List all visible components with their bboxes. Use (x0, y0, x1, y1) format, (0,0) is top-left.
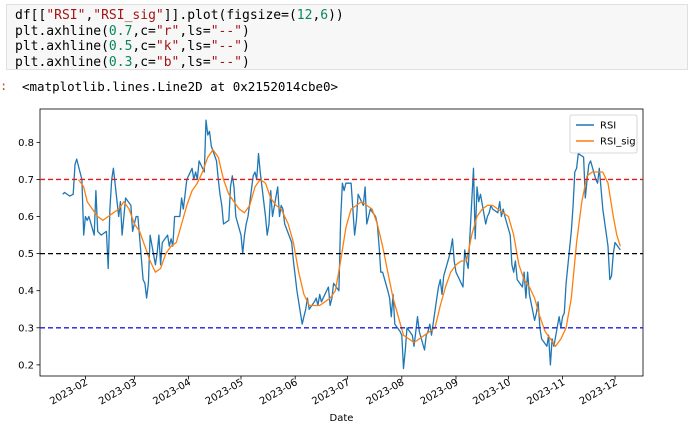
plot-frame (39, 108, 644, 377)
x-tick-label: 2023-06 (258, 377, 300, 407)
code-token: "--" (210, 39, 242, 54)
x-tick-label: 2023-04 (151, 377, 193, 407)
legend-label: RSI (600, 121, 616, 132)
output-text: <matplotlib.lines.Line2D at 0x2152014cbe… (22, 79, 339, 94)
code-token: ]].plot(figsize=( (163, 8, 297, 23)
y-tick-label: 0.3 (18, 323, 34, 334)
code-token: ,ls= (179, 23, 211, 39)
code-token: "--" (210, 23, 242, 39)
series-line-rsi-sig (77, 149, 621, 347)
x-tick-label: 2023-02 (48, 377, 90, 407)
code-token: ,c= (132, 54, 156, 70)
x-tick-label: 2023-03 (97, 377, 139, 407)
code-line: plt.axhline(0.3,c="b",ls="--") (15, 55, 250, 70)
series-line-rsi (62, 119, 621, 370)
x-tick-label: 2023-05 (204, 377, 246, 407)
y-tick-label: 0.6 (18, 212, 34, 223)
x-tick-label: 2023-09 (419, 377, 461, 407)
code-token: plt.axhline( (15, 54, 109, 70)
code-token: "b" (155, 54, 180, 70)
code-line: plt.axhline(0.7,c="r",ls="--") (15, 24, 250, 39)
code-token: "r" (155, 23, 180, 39)
code-token: df[[ (15, 8, 47, 23)
x-tick-label: 2023-08 (365, 377, 407, 407)
code-token: ,ls= (179, 54, 211, 70)
code-token: ) (242, 23, 250, 39)
x-tick-label: 2023-10 (471, 377, 513, 407)
y-tick-label: 0.4 (18, 286, 34, 297)
x-axis-label: Date (330, 413, 354, 424)
code-token: 0.7 (108, 23, 133, 39)
code-token: ) (242, 54, 250, 70)
y-tick-label: 0.2 (18, 360, 34, 371)
output-prompt-marker: : (0, 79, 8, 93)
x-tick-label: 2023-12 (578, 377, 620, 407)
legend-label: RSI_sig (600, 137, 636, 148)
y-tick-label: 0.8 (18, 138, 34, 149)
x-tick-label: 2023-07 (310, 377, 352, 407)
code-cell[interactable]: df[["RSI","RSI_sig"]].plot(figsize=(12,6… (6, 4, 688, 70)
code-token: plt.axhline( (15, 39, 109, 54)
code-token: ,c= (132, 23, 156, 39)
code-token: ) (242, 39, 250, 54)
x-tick-label: 2023-11 (525, 377, 567, 407)
code-line: plt.axhline(0.5,c="k",ls="--") (15, 39, 250, 54)
code-token: "RSI" (46, 8, 86, 23)
y-tick-label: 0.7 (18, 175, 34, 186)
code-editor[interactable]: df[["RSI","RSI_sig"]].plot(figsize=(12,6… (15, 8, 344, 70)
y-tick-label: 0.5 (18, 249, 34, 260)
code-token: "RSI_sig" (93, 8, 164, 23)
code-token: )) (328, 8, 344, 23)
code-line: df[["RSI","RSI_sig"]].plot(figsize=(12,6… (15, 8, 344, 23)
code-token: ,c= (132, 39, 156, 54)
code-token: , (312, 8, 321, 23)
code-token: 0.5 (108, 39, 133, 54)
code-token: ,ls= (179, 39, 211, 54)
code-token: 12 (296, 8, 313, 23)
code-token: , (85, 8, 94, 23)
code-token: 0.3 (108, 54, 133, 70)
code-token: "--" (210, 54, 242, 70)
code-token: plt.axhline( (15, 23, 109, 39)
code-token: "k" (155, 39, 180, 54)
code-token: 6 (320, 8, 329, 23)
